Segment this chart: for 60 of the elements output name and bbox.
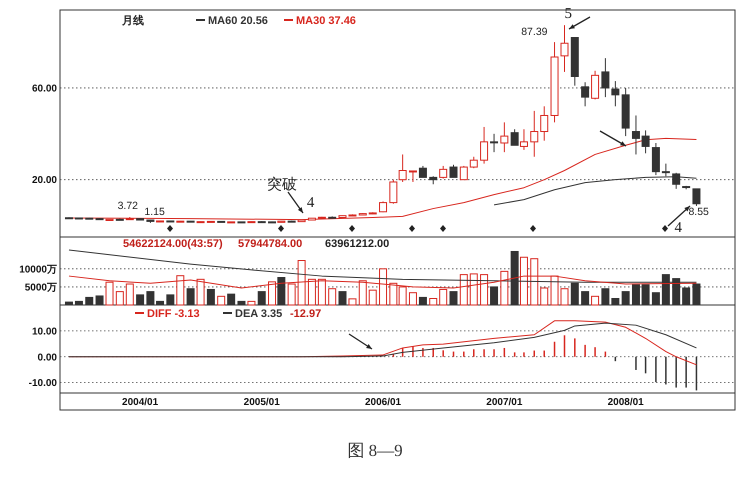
legend-label: DEA 3.35 [235, 308, 282, 320]
candlestick [418, 165, 427, 178]
bar [429, 298, 438, 306]
candlestick [439, 165, 448, 180]
legend-label: DIFF -3.13 [147, 308, 200, 320]
candlestick [480, 126, 488, 164]
bar [348, 298, 356, 306]
annotation: 54622124.00(43:57) [123, 238, 224, 250]
bar [116, 291, 124, 306]
bar [591, 296, 600, 306]
candlestick [520, 128, 528, 150]
x-tick-label: 2008/01 [608, 397, 644, 408]
candlestick [611, 80, 620, 107]
annotation: 4 [674, 220, 682, 236]
x-tick-label: 2007/01 [486, 397, 523, 408]
bar [217, 296, 226, 306]
caption: 图 8—9 [347, 441, 403, 460]
annotation: 57944784.00 [238, 238, 302, 250]
y-tick-label: 5000万 [24, 282, 57, 294]
annotation: 63961212.00 [325, 238, 390, 250]
annotation: 月线 [121, 14, 144, 27]
annotation: 87.39 [521, 26, 548, 38]
candlestick [510, 128, 519, 146]
candlestick [470, 156, 478, 169]
annotation: -12.97 [290, 308, 322, 320]
candlestick [692, 188, 700, 206]
annotation: 1.15 [144, 206, 165, 218]
annotation: 8.55 [688, 206, 710, 218]
candlestick [601, 58, 610, 98]
candlestick [581, 82, 590, 107]
annotation: 突破 [266, 176, 297, 194]
x-tick-label: 2006/01 [364, 397, 402, 408]
bar [247, 300, 256, 306]
y-tick-label: 10.00 [32, 326, 58, 338]
candlestick [460, 165, 468, 180]
candlestick [389, 179, 398, 204]
y-tick-label: 60.00 [32, 83, 58, 94]
x-tick-label: 2005/01 [244, 397, 280, 408]
candlestick [379, 200, 388, 213]
y-tick-label: 10000万 [19, 264, 57, 276]
candlestick [398, 154, 407, 182]
line-series [68, 322, 697, 358]
y-tick-label: 20.00 [32, 175, 58, 186]
candlestick [450, 164, 458, 178]
candlestick [490, 133, 498, 153]
candlestick [591, 70, 600, 100]
bar [560, 288, 569, 306]
y-tick-label: -10.00 [28, 378, 58, 390]
candlestick [408, 170, 417, 182]
annotation: 5 [564, 6, 572, 22]
annotation: 3.72 [118, 200, 138, 212]
legend-label: MA30 37.46 [296, 15, 356, 27]
x-tick-label: 2004/01 [122, 397, 159, 408]
y-tick-label: 0.00 [38, 352, 58, 364]
bar [328, 288, 336, 306]
legend-label: MA60 20.56 [208, 15, 268, 27]
bar [408, 292, 417, 306]
candlestick [560, 24, 569, 72]
annotation: 4 [306, 195, 315, 212]
candlestick [500, 122, 508, 153]
